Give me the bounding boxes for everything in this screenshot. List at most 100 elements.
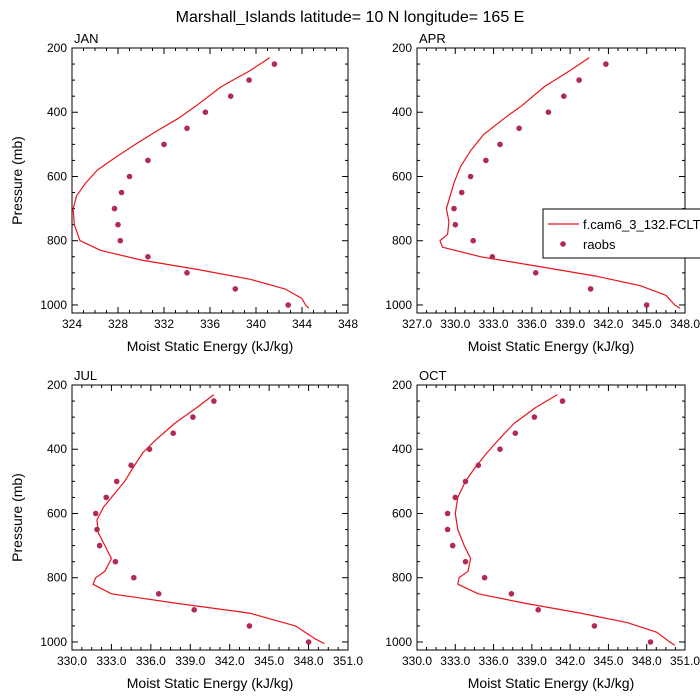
x-tick-label: 336.0 [517, 317, 547, 331]
y-tick-label: 800 [47, 234, 67, 248]
y-tick-label: 600 [392, 506, 412, 520]
obs-point [576, 77, 582, 83]
obs-point [92, 510, 99, 517]
obs-point [184, 125, 190, 132]
x-tick-label: 328 [108, 317, 128, 331]
y-axis-label: Pressure (mb) [9, 473, 25, 562]
y-tick-label: 200 [47, 41, 67, 55]
obs-point [285, 302, 292, 308]
y-tick-label: 1000 [385, 635, 412, 649]
x-tick-label: 345.0 [254, 654, 284, 668]
y-tick-label: 200 [392, 378, 412, 392]
figure-title: Marshall_Islands latitude= 10 N longitud… [176, 9, 525, 26]
plot-frame [416, 384, 686, 651]
obs-point [516, 125, 522, 132]
obs-point [531, 414, 538, 420]
obs-point [96, 542, 103, 549]
obs-point [246, 623, 253, 629]
x-tick-label: 342.0 [215, 654, 245, 668]
legend-obs-label: raobs [583, 237, 616, 252]
obs-point [232, 286, 239, 292]
x-tick-label: 342.0 [555, 654, 585, 668]
obs-point [184, 270, 190, 276]
obs-point [587, 286, 594, 292]
x-tick-label: 333.0 [440, 654, 470, 668]
obs-point [191, 607, 197, 613]
obs-point [131, 574, 137, 581]
plot-frame [71, 47, 349, 314]
y-tick-label: 600 [47, 506, 67, 520]
obs-point [470, 237, 477, 244]
obs-point [481, 574, 488, 581]
obs-point [227, 93, 234, 99]
panel-label: OCT [419, 368, 447, 383]
y-tick-label: 600 [47, 169, 67, 183]
obs-point [271, 61, 278, 67]
x-tick-label: 336.0 [136, 654, 166, 668]
obs-point [508, 591, 515, 597]
model-series-line [92, 394, 325, 645]
plot-frame [71, 384, 349, 651]
model-series-line [454, 394, 676, 646]
obs-point [444, 510, 451, 517]
y-tick-label: 800 [392, 234, 412, 248]
y-tick-label: 600 [392, 169, 412, 183]
x-tick-label: 336.0 [479, 654, 509, 668]
obs-point [115, 221, 121, 228]
x-tick-label: 345.0 [632, 317, 662, 331]
x-tick-label: 330.0 [402, 654, 432, 668]
obs-point [246, 77, 252, 83]
x-tick-label: 339.0 [175, 654, 205, 668]
obs-point [170, 430, 176, 437]
obs-point [647, 639, 654, 645]
obs-point [155, 591, 162, 597]
obs-point [146, 446, 153, 453]
x-tick-label: 339.0 [517, 654, 547, 668]
y-tick-label: 1000 [385, 298, 412, 312]
x-axis-label: Moist Static Energy (kJ/kg) [468, 338, 635, 354]
obs-point [103, 494, 109, 501]
x-tick-label: 339.0 [555, 317, 585, 331]
obs-point [467, 173, 474, 180]
obs-point [462, 478, 469, 485]
obs-point [475, 462, 482, 469]
panel-label: APR [419, 31, 446, 46]
panel-oct: 330.0 333.0 336.0 339.0 342.0 345.0 348.0 351.0… [385, 368, 700, 691]
model-series-line [72, 57, 310, 309]
obs-point [458, 189, 465, 196]
x-tick-label: 324 [62, 317, 82, 331]
obs-point [603, 61, 609, 67]
x-tick-label: 333.0 [479, 317, 509, 331]
x-tick-label: 345.0 [593, 654, 623, 668]
y-tick-label: 1000 [40, 635, 67, 649]
obs-point [512, 430, 519, 437]
x-tick-label: 336 [200, 317, 220, 331]
legend-box [542, 208, 700, 259]
obs-point [305, 639, 312, 645]
panel-jul: 330.0 333.0 336.0 339.0 342.0 345.0 348.0 351.0… [9, 368, 363, 691]
obs-point [561, 93, 567, 99]
y-tick-label: 400 [47, 442, 67, 456]
plot-frame [416, 47, 686, 314]
x-axis-label: Moist Static Energy (kJ/kg) [468, 675, 635, 691]
x-tick-label: 348.0 [632, 654, 662, 668]
panel-apr: 327.0 330.0 333.0 336.0 339.0 342.0 345.0 348.0… [385, 31, 700, 354]
y-tick-label: 200 [392, 41, 412, 55]
obs-point [545, 109, 552, 115]
x-tick-label: 348.0 [294, 654, 324, 668]
x-tick-label: 333.0 [96, 654, 126, 668]
obs-point [483, 157, 489, 164]
x-tick-label: 340 [246, 317, 266, 331]
obs-point [532, 270, 539, 276]
y-axis-label: Pressure (mb) [9, 136, 25, 225]
obs-point [462, 558, 469, 565]
x-axis-label: Moist Static Energy (kJ/kg) [127, 675, 294, 691]
obs-point [145, 253, 151, 260]
panel-label: JAN [74, 31, 99, 46]
x-tick-label: 351.0 [670, 654, 700, 668]
obs-point [145, 157, 151, 164]
x-tick-label: 348 [338, 317, 358, 331]
panel-jan: 324 328 332 336 340 344 348 200 400 600 800 1000 JAN… [9, 31, 358, 354]
obs-point [643, 302, 650, 308]
